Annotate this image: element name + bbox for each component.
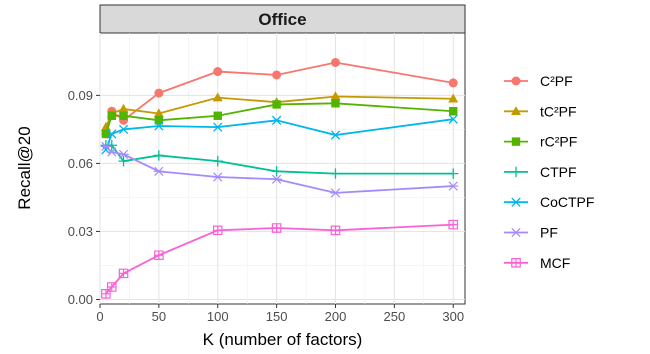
legend-key-marker [510,227,522,238]
legend-label: PF [540,225,558,241]
data-point [212,92,223,102]
data-point [118,103,129,113]
legend-label: rC²PF [540,134,577,150]
series-rC²PF [101,99,458,139]
data-point [213,67,223,77]
data-point [107,111,116,120]
data-point [118,155,129,167]
data-point [330,188,341,198]
data-point [118,268,129,279]
legend-item: C²PF [504,73,573,89]
data-point [212,172,223,182]
data-point [212,225,223,236]
data-point [153,166,165,176]
data-point [119,111,128,120]
data-point [331,99,340,108]
legend-key-marker [511,106,521,115]
data-point [271,115,282,125]
data-point [330,91,341,101]
y-tick-label: 0.00 [68,292,93,307]
x-tick-label: 150 [266,309,288,324]
legend-item: MCF [504,255,570,271]
legend-key-marker [510,166,522,178]
data-point [213,111,222,120]
data-point [212,155,223,167]
series-line [105,144,454,175]
legend-label: MCF [540,255,570,271]
data-point [118,124,129,135]
data-point [154,88,164,98]
legend-key-marker [511,76,521,86]
x-axis-title: K (number of factors) [203,330,363,349]
legend-label: CTPF [540,164,577,180]
legend-item: tC²PF [504,103,577,119]
data-point [154,250,164,261]
legend-item: PF [504,225,558,241]
y-tick-label: 0.09 [68,88,93,103]
axes: 0 50 100 150 200 250 300 0.00 0.03 0.06 0.09 [68,88,464,324]
data-point [271,223,282,233]
series-CTPF [100,140,459,179]
data-point [106,147,117,157]
data-point [213,122,223,132]
legend: C²PF tC²PF rC²PF CTPF CoCTPF PF MCF [504,73,594,271]
series-line [105,118,454,151]
data-point [330,225,341,236]
x-tick-label: 0 [96,309,103,324]
data-point [448,78,458,88]
legend-label: C²PF [540,73,573,89]
legend-label: CoCTPF [540,194,594,210]
x-tick-label: 250 [384,309,406,324]
x-tick-label: 200 [325,309,347,324]
data-point [330,168,341,179]
data-point [448,219,459,230]
data-point [448,114,458,124]
data-point [449,107,458,116]
panel-title-strip [99,4,466,34]
series-PF [100,141,459,198]
data-point [106,282,117,292]
data-point [107,129,117,139]
plot-panel [99,32,466,305]
series-MCF [101,219,459,299]
series-line [105,223,454,295]
data-point [330,57,340,67]
data-point [448,181,459,191]
data-point [271,174,282,184]
data-point [153,150,165,161]
y-axis-title: Recall@20 [15,126,34,209]
data-point [448,168,459,179]
data-point [271,166,282,177]
data-point [272,70,282,80]
data-point [272,100,281,109]
legend-item: rC²PF [504,134,577,150]
legend-item: CoCTPF [504,194,594,210]
data-point [118,149,129,159]
x-tick-label: 300 [442,309,464,324]
data-point [154,116,164,125]
legend-item: CTPF [504,164,577,180]
data-point [154,121,164,131]
legend-label: tC²PF [540,103,577,119]
series-layer [100,57,459,299]
data-point [448,93,459,103]
data-point [153,108,164,118]
legend-key-marker [511,137,521,146]
y-tick-label: 0.06 [68,156,93,171]
data-point [330,130,341,140]
legend-key-marker [511,258,521,268]
panel-title: Office [258,10,306,29]
legend-key-marker [511,197,521,207]
data-point [101,129,111,139]
y-tick-label: 0.03 [68,224,93,239]
x-tick-label: 100 [207,309,229,324]
x-tick-label: 50 [152,309,166,324]
